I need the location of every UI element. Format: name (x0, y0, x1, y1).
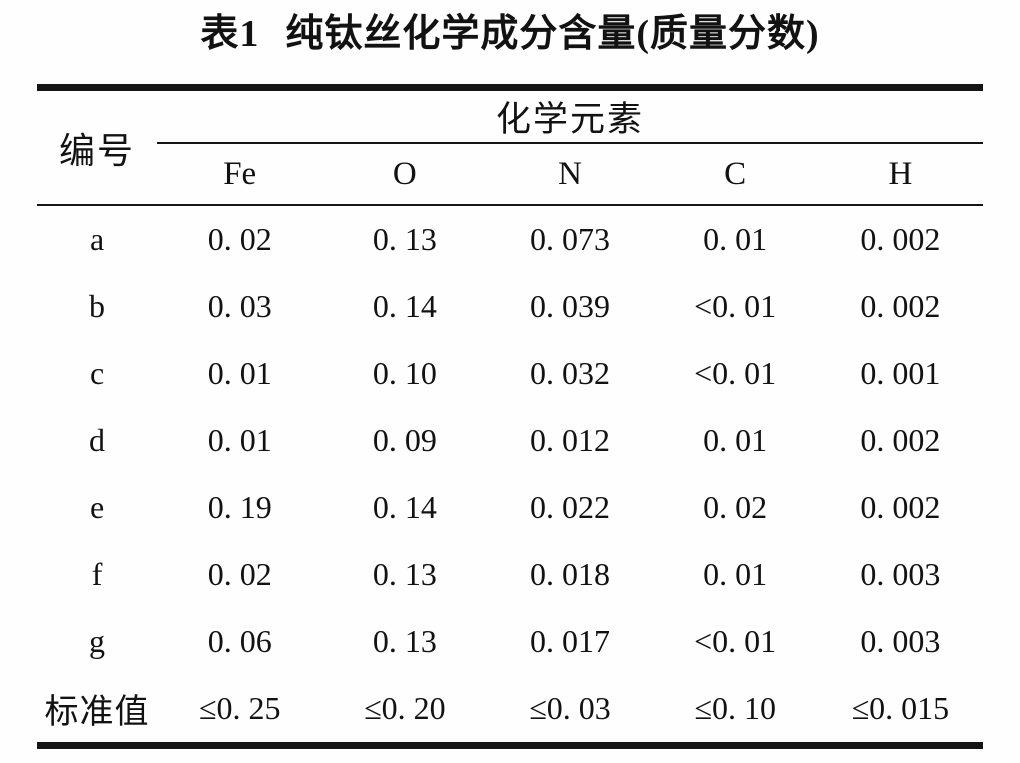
row-label: a (89, 221, 105, 257)
value-cell: 0. 039 (530, 288, 610, 324)
table-row: c 0. 01 0. 10 0. 032 <0. 01 0. 001 (37, 340, 983, 407)
value-cell: 0. 13 (372, 221, 437, 257)
row-label: c (89, 355, 105, 391)
table-row: b 0. 03 0. 14 0. 039 <0. 01 0. 002 (37, 273, 983, 340)
value-cell: <0. 01 (694, 355, 777, 391)
value-cell: 0. 002 (860, 422, 941, 458)
value-cell: ≤0. 25 (198, 690, 281, 726)
value-cell: 0. 01 (703, 221, 768, 257)
row-label: d (89, 422, 106, 458)
table-caption: 纯钛丝化学成分含量(质量分数) (285, 13, 820, 55)
table-title: 表1 纯钛丝化学成分含量(质量分数) (0, 10, 1020, 58)
value-cell: <0. 01 (694, 623, 777, 659)
value-cell: 0. 01 (703, 422, 768, 458)
element-header-row: Fe O N C H (37, 143, 983, 206)
value-cell: ≤0. 10 (694, 690, 776, 726)
value-cell: 0. 10 (372, 355, 437, 391)
value-cell: 0. 003 (860, 623, 941, 659)
value-cell: 0. 001 (860, 355, 941, 391)
value-cell: 0. 13 (372, 556, 437, 592)
value-cell: 0. 01 (703, 556, 768, 592)
value-cell: 0. 032 (530, 355, 610, 391)
value-cell: 0. 073 (530, 221, 610, 257)
value-cell: 0. 002 (860, 288, 941, 324)
column-header-n: N (487, 143, 653, 206)
value-cell: 0. 003 (860, 556, 941, 592)
column-header-fe: Fe (157, 143, 323, 206)
value-cell: 0. 03 (207, 288, 272, 324)
row-label: b (89, 288, 106, 324)
value-cell: 0. 022 (530, 489, 610, 525)
value-cell: ≤0. 03 (529, 690, 611, 726)
column-header-h: H (817, 143, 983, 206)
table-row: g 0. 06 0. 13 0. 017 <0. 01 0. 003 (37, 608, 983, 675)
value-cell: 0. 02 (703, 489, 768, 525)
group-column-header: 化学元素 (157, 87, 983, 144)
table-row: d 0. 01 0. 09 0. 012 0. 01 0. 002 (37, 407, 983, 474)
value-cell: 0. 14 (372, 288, 437, 324)
value-cell: 0. 01 (207, 355, 272, 391)
value-cell: 0. 09 (372, 422, 437, 458)
value-cell: ≤0. 20 (364, 690, 446, 726)
table-row: f 0. 02 0. 13 0. 018 0. 01 0. 003 (37, 541, 983, 608)
composition-table: 编号 化学元素 Fe O N C H a 0. 02 0. 13 0. 073 … (37, 84, 983, 749)
value-cell: 0. 01 (207, 422, 272, 458)
value-cell: 0. 012 (530, 422, 610, 458)
row-label: f (91, 556, 103, 592)
value-cell: 0. 19 (207, 489, 272, 525)
column-header-o: O (322, 143, 488, 206)
row-label: e (89, 489, 105, 525)
value-cell: 0. 14 (372, 489, 437, 525)
value-cell: 0. 06 (207, 623, 272, 659)
column-header-c: C (652, 143, 818, 206)
value-cell: 0. 002 (860, 221, 941, 257)
value-cell: 0. 02 (207, 221, 272, 257)
value-cell: 0. 13 (372, 623, 437, 659)
table-row: e 0. 19 0. 14 0. 022 0. 02 0. 002 (37, 474, 983, 541)
standard-value-row: 标准值 ≤0. 25 ≤0. 20 ≤0. 03 ≤0. 10 ≤0. 015 (37, 675, 983, 746)
value-cell: 0. 002 (860, 489, 941, 525)
value-cell: 0. 017 (530, 623, 610, 659)
id-column-header: 编号 (37, 87, 158, 206)
table-number: 表1 (200, 13, 260, 55)
value-cell: 0. 018 (530, 556, 610, 592)
value-cell: ≤0. 015 (851, 690, 950, 726)
value-cell: 0. 02 (207, 556, 272, 592)
row-label: g (89, 623, 106, 659)
group-header-row: 编号 化学元素 (37, 87, 983, 206)
table-row: a 0. 02 0. 13 0. 073 0. 01 0. 002 (37, 205, 983, 273)
value-cell: <0. 01 (694, 288, 777, 324)
row-label: 标准值 (44, 694, 150, 731)
